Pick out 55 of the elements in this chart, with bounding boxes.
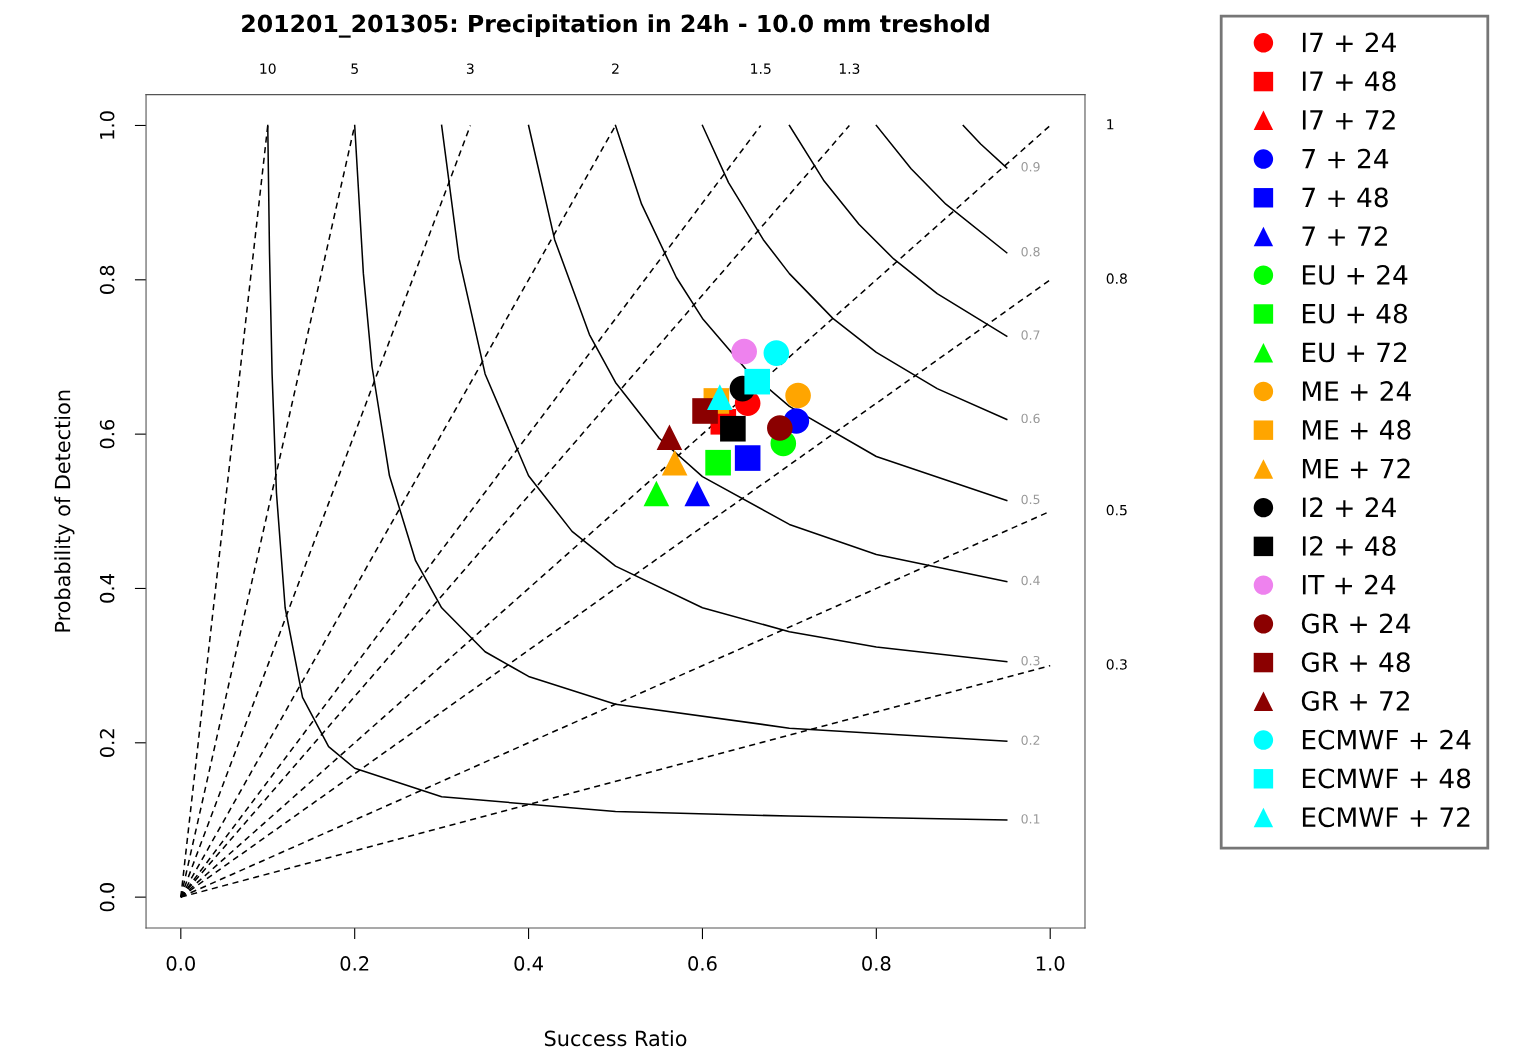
annotation: 0.2 [1021,735,1040,745]
legend-label: EU + 72 [1302,342,1407,363]
legend-label: GR + 48 [1301,652,1410,673]
y-tick-label: 0.2 [99,729,115,757]
legend-label: I7 + 24 [1302,32,1396,53]
text: 10 [260,63,276,74]
y-axis-title: Probability of Detection [54,390,75,632]
y-tick-label: 0.0 [99,882,115,912]
legend-label: 7 + 72 [1302,226,1387,246]
x-tick-label: 1.0 [1036,956,1065,971]
annotation: 0.6 [1021,413,1040,424]
annotation: 0.3 [1021,655,1040,666]
legend-label: I7 + 72 [1302,109,1395,130]
annotation: 0.7 [1021,330,1040,340]
y-tick-label: 0.6 [99,419,115,449]
legend-label: EU + 48 [1302,303,1408,324]
legend-label: ECMWF + 72 [1302,807,1470,828]
legend-label: IT + 24 [1302,574,1396,595]
legend-label: I7 + 48 [1302,71,1396,92]
x-tick-label: 0.2 [340,956,369,971]
legend-label: I2 + 24 [1302,497,1396,517]
legend-label: GR + 24 [1301,613,1411,634]
legend-label: GR + 72 [1301,690,1409,711]
legend-label: I2 + 48 [1302,536,1396,556]
y-tick-label: 0.8 [99,265,115,294]
text: 3 [466,63,474,74]
legend-label: ME + 24 [1302,381,1411,401]
x-tick-label: 0.0 [166,956,195,971]
text: 2 [612,63,619,74]
legend-label: ME + 72 [1302,458,1410,479]
annotation: 0.8 [1021,246,1040,257]
annotation: 0.4 [1021,575,1040,586]
text: 0.3 [1106,659,1127,670]
text: 0.5 [1106,504,1127,516]
legend-label: 7 + 48 [1302,187,1388,208]
chart-title: 201201_201305: Precipitation in 24h - 10.0 mm treshold [242,14,989,38]
text: 1.3 [839,63,860,74]
annotation: 0.1 [1021,814,1040,824]
annotation: 0.5 [1021,494,1040,505]
legend-label: ECMWF + 48 [1302,768,1471,789]
legend-label: EU + 24 [1302,264,1408,285]
x-tick-label: 0.4 [514,956,543,971]
text: 5 [351,63,358,74]
x-tick-label: 0.8 [862,956,891,971]
legend-label: ME + 48 [1302,419,1411,440]
x-tick-label: 0.6 [688,956,717,971]
legend-label: ECMWF + 24 [1302,729,1471,750]
annotation: 0.9 [1021,162,1040,172]
y-tick-label: 1.0 [99,111,115,139]
text: 1 [1107,119,1114,130]
x-axis-title: Success Ratio [544,1030,687,1047]
text: 1.5 [751,63,771,74]
y-tick-label: 0.4 [99,574,115,603]
text: 0.8 [1106,273,1127,284]
legend-label: 7 + 24 [1302,148,1389,169]
